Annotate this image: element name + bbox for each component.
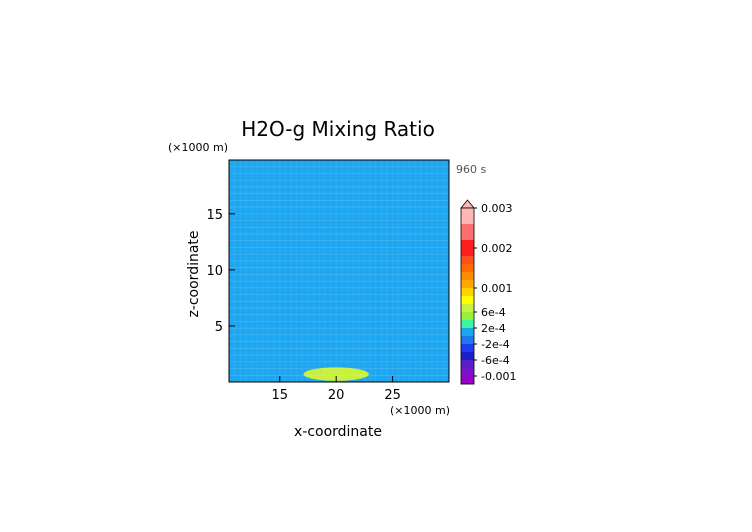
colorbar-segment [461,344,474,353]
cell-grid-lines [228,160,450,383]
colorbar-segment [461,376,474,385]
y-tick-label: 15 [206,208,223,223]
y-axis-label: z-coordinate [186,230,202,317]
chart-title: H2O-g Mixing Ratio [241,117,435,141]
colorbar-segment [461,224,474,233]
colorbar-segment [461,216,474,225]
colorbar: 0.003 0.002 0.001 6e-4 2e-4 -2e-4 -6e-4 -0.001 [460,199,516,385]
y-unit-label: (×1000 m) [168,141,228,154]
colorbar-label: 6e-4 [481,306,506,319]
colorbar-segment [461,296,474,305]
colorbar-label: -6e-4 [481,354,510,367]
x-axis: 15 20 25 [271,376,401,403]
colorbar-segment [461,256,474,265]
colorbar-segment [461,328,474,337]
colorbar-segment [461,248,474,257]
colorbar-segment [461,264,474,273]
colorbar-arrow [460,199,475,209]
colorbar-label: -2e-4 [481,338,510,351]
colorbar-segment [461,360,474,369]
x-unit-label: (×1000 m) [390,404,450,417]
plot-area [228,159,450,383]
colorbar-segment [461,240,474,249]
y-axis: 5 10 15 [206,208,235,335]
colorbar-segment [461,208,474,217]
region-lower-blue [229,160,449,382]
colorbar-segment [461,280,474,289]
x-tick-label: 15 [271,388,288,403]
y-tick-label: 10 [206,264,223,279]
colorbar-label: 0.001 [481,282,513,295]
colorbar-segment [461,272,474,281]
colorbar-frame [460,207,475,385]
colorbar-label: -0.001 [481,370,516,383]
colorbar-segment [461,320,474,329]
colorbar-segment [461,368,474,377]
plot-frame [228,159,450,383]
region-surface-maximum [303,367,369,381]
colorbar-segment [461,288,474,297]
y-tick-label: 5 [215,320,223,335]
colorbar-segment [461,352,474,361]
colorbar-label: 2e-4 [481,322,506,335]
colorbar-label: 0.002 [481,242,513,255]
time-label: 960 s [456,163,486,176]
x-tick-label: 20 [328,388,345,403]
colorbar-label: 0.003 [481,202,513,215]
x-axis-label: x-coordinate [294,424,382,440]
colorbar-segment [461,232,474,241]
colorbar-segment [461,304,474,313]
colorbar-segment [461,312,474,321]
x-tick-label: 25 [384,388,401,403]
colorbar-segment [461,336,474,345]
